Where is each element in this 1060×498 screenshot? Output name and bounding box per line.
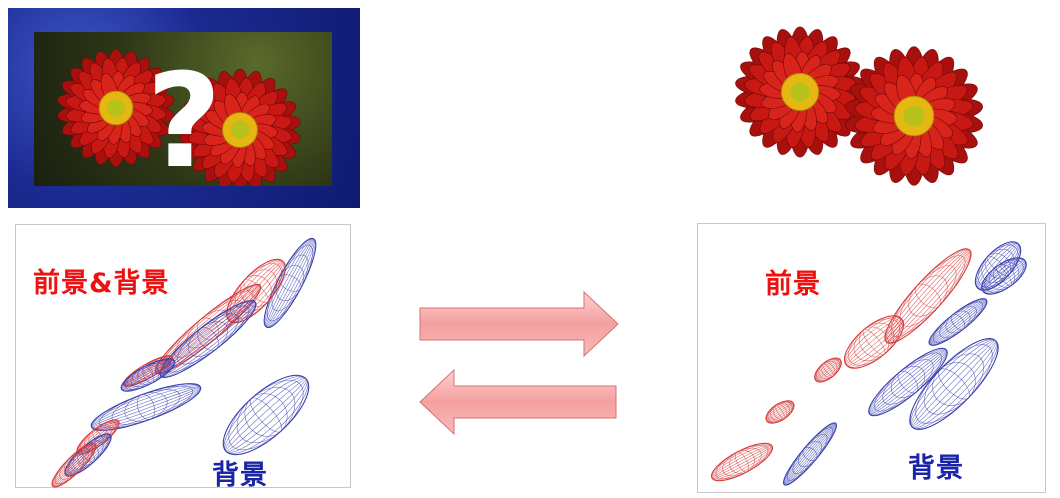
segmented-flowers: [735, 26, 983, 186]
flower-photo-drawing: ?: [57, 45, 301, 186]
wireframe-ellipsoid: [909, 338, 999, 430]
wireframe-ellipsoid: [765, 400, 795, 424]
background-label-left: 背景: [212, 460, 268, 491]
mixed-ellipsoids: [51, 237, 317, 488]
wireframe-ellipsoid: [974, 241, 1022, 291]
mixed-model-panel: 前景&背景 背景: [15, 224, 351, 491]
wireframe-ellipsoid: [120, 358, 176, 392]
separated-model-panel: 前景 背景: [697, 223, 1046, 493]
background-label-right: 背景: [908, 453, 964, 484]
wireframe-ellipsoid: [90, 383, 202, 431]
left-arrow-icon: [419, 368, 617, 436]
wireframe-ellipsoid: [884, 248, 972, 344]
wireframe-ellipsoid: [226, 258, 286, 324]
wireframe-ellipsoid: [844, 315, 904, 369]
question-mark-icon: ?: [146, 45, 221, 186]
foreground-label: 前景: [765, 269, 821, 300]
wireframe-ellipsoid: [814, 357, 842, 383]
wireframe-ellipsoid: [263, 237, 317, 329]
flower-core: [903, 105, 925, 127]
wireframe-ellipsoid: [783, 422, 837, 486]
wireframe-ellipsoid: [51, 442, 97, 488]
right-arrow-icon: [419, 290, 619, 358]
wireframe-ellipsoid: [928, 298, 988, 346]
wireframe-ellipsoid: [222, 374, 310, 456]
flower-core: [230, 120, 250, 140]
wireframe-ellipsoid: [710, 442, 774, 482]
photo-frame: ?: [8, 8, 360, 208]
flower-core: [107, 99, 125, 117]
separated-ellipsoids: [710, 241, 1027, 486]
wireframe-ellipsoid: [64, 433, 112, 477]
iteration-arrows: [419, 290, 619, 436]
flower-photo: ?: [34, 32, 332, 186]
wireframe-ellipsoid: [868, 347, 948, 417]
wireframe-ellipsoid: [981, 257, 1027, 295]
foreground-background-label: 前景&背景: [33, 268, 170, 299]
flower-core: [790, 82, 810, 102]
